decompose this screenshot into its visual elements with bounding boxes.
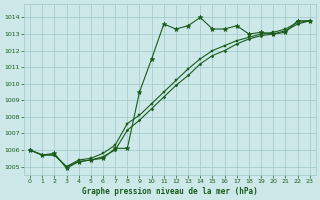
X-axis label: Graphe pression niveau de la mer (hPa): Graphe pression niveau de la mer (hPa) <box>82 187 258 196</box>
